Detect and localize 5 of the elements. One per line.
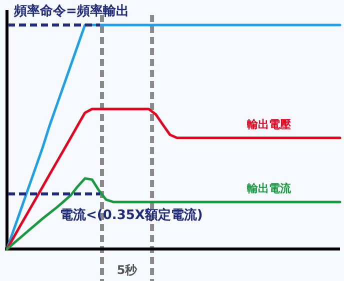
text: 5秒 bbox=[116, 263, 138, 277]
ref-line-label: 頻率命令=頻率輸出 bbox=[13, 3, 129, 19]
ref-line-label: 電流<(0.35X額定電流) bbox=[60, 206, 203, 223]
series-label: 輸出電流 bbox=[246, 182, 292, 195]
series-label: 輸出電壓 bbox=[246, 118, 292, 131]
